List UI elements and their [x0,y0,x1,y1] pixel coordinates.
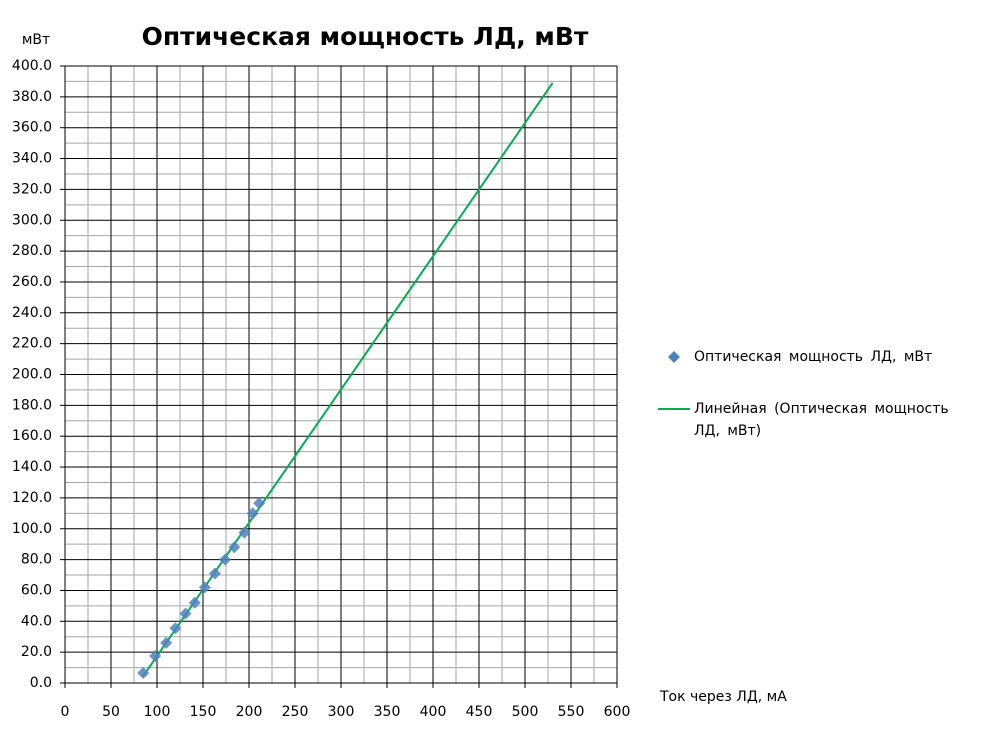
x-tick-label: 500 [512,704,539,720]
x-tick-label: 0 [61,704,70,720]
point [188,596,201,609]
y-tick-label: 240.0 [12,305,52,321]
y-tick-label: 80.0 [21,552,52,568]
x-tick-label: 600 [604,704,631,720]
point [169,622,182,635]
y-tick-label: 40.0 [21,613,52,629]
point [149,650,162,663]
point [246,507,259,520]
y-tick-label: 280.0 [12,243,52,259]
x-tick-label: 250 [282,704,309,720]
trend-line [142,82,554,677]
y-tick-label: 260.0 [12,274,52,290]
y-tick-label: 300.0 [12,212,52,228]
x-tick-label: 200 [236,704,263,720]
point [219,553,232,566]
point [198,581,211,594]
y-tick-label: 160.0 [12,428,52,444]
point [137,666,150,679]
y-tick-label: 60.0 [21,582,52,598]
y-tick-label: 0.0 [30,675,52,691]
x-tick-label: 50 [102,704,120,720]
y-tick-label: 120.0 [12,490,52,506]
point [208,567,221,580]
legend-label: Оптическая мощность ЛД, мВт [694,349,933,365]
y-tick-label: 20.0 [21,644,52,660]
y-tick-label: 100.0 [12,521,52,537]
y-tick-label: 340.0 [12,151,52,167]
y-tick-label: 200.0 [12,367,52,383]
point [253,497,266,510]
y-tick-label: 360.0 [12,120,52,136]
x-tick-label: 350 [374,704,401,720]
y-axis-label: мВт [22,32,50,48]
point [179,607,192,620]
x-tick-label: 100 [144,704,171,720]
x-axis-label: Ток через ЛД, мА [659,689,787,705]
y-tick-label: 140.0 [12,459,52,475]
legend-label: Линейная (Оптическая мощность ЛД, мВт) [694,401,949,439]
x-tick-label: 400 [420,704,447,720]
legend-entry: Оптическая мощность ЛД, мВт [694,349,933,365]
x-tick-label: 450 [466,704,493,720]
grid [64,65,618,684]
x-tick-label: 300 [328,704,355,720]
point [228,541,241,554]
chart-title: Оптическая мощность ЛД, мВт [142,22,589,51]
y-tick-label: 180.0 [12,397,52,413]
x-tick-label: 550 [558,704,585,720]
legend-entry: Линейная (Оптическая мощность ЛД, мВт) [694,401,949,439]
y-tick-label: 400.0 [12,58,52,74]
point [238,526,251,539]
x-tick-label: 150 [190,704,217,720]
y-tick-label: 320.0 [12,181,52,197]
point [160,636,173,649]
legend-marker [668,351,680,363]
y-tick-label: 220.0 [12,336,52,352]
y-tick-label: 380.0 [12,89,52,105]
